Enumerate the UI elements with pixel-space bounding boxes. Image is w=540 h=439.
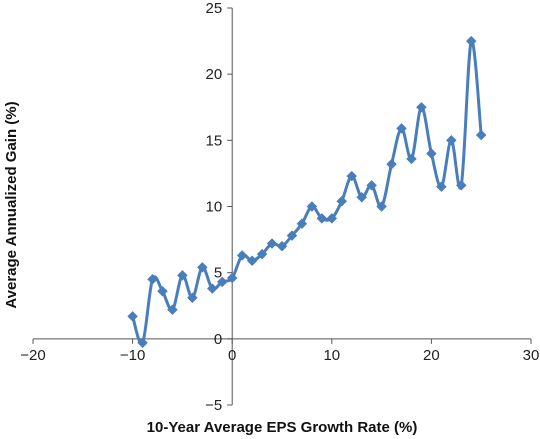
axes — [33, 8, 531, 405]
data-point — [346, 170, 358, 182]
data-point — [187, 292, 198, 304]
data-point — [376, 201, 387, 212]
y-tick-label: 10 — [206, 199, 223, 216]
data-point — [266, 238, 278, 249]
data-point — [316, 213, 328, 224]
y-tick-label: 15 — [206, 132, 223, 149]
data-point — [226, 272, 238, 284]
series-line-group — [131, 39, 483, 346]
axis-ticks: −20 −10 0 10 20 30 −5 0 5 10 15 20 25 — [20, 0, 539, 414]
x-tick-label: 0 — [228, 347, 236, 364]
y-tick-label: 25 — [206, 0, 223, 17]
x-tick-label: 30 — [523, 347, 540, 364]
data-point — [256, 248, 268, 260]
data-point — [356, 191, 368, 203]
data-point — [296, 218, 308, 230]
data-point — [436, 181, 447, 193]
x-axis-title: 10-Year Average EPS Growth Rate (%) — [147, 419, 418, 436]
data-point — [396, 123, 407, 134]
data-point — [426, 148, 437, 159]
data-point — [416, 101, 427, 113]
series-line — [131, 39, 483, 346]
data-point — [216, 276, 228, 288]
data-point — [137, 337, 148, 349]
data-point — [455, 179, 467, 191]
x-tick-label: 20 — [423, 347, 440, 364]
x-tick-label: 10 — [323, 347, 340, 364]
data-point — [196, 262, 208, 273]
x-tick-label: −20 — [20, 347, 45, 364]
data-point — [366, 179, 377, 191]
data-point — [445, 134, 457, 146]
data-point — [286, 230, 298, 241]
data-point — [406, 153, 417, 165]
data-point — [246, 255, 258, 267]
data-point — [386, 158, 397, 170]
data-point — [157, 285, 168, 297]
data-point — [206, 283, 218, 294]
data-point — [177, 269, 188, 281]
y-tick-label: 20 — [206, 66, 223, 83]
data-point — [127, 310, 138, 322]
x-tick-label: −10 — [120, 347, 145, 364]
y-tick-label: −5 — [205, 397, 222, 414]
data-point — [167, 304, 178, 316]
y-tick-label: 0 — [214, 331, 222, 348]
data-points — [127, 35, 487, 349]
data-point — [465, 35, 477, 47]
data-point — [475, 129, 487, 141]
y-axis-title: Average Annualized Gain (%) — [3, 101, 20, 308]
data-point — [306, 201, 318, 212]
data-point — [147, 273, 158, 285]
data-point — [326, 213, 338, 224]
y-tick-label: 5 — [214, 265, 222, 282]
data-point — [236, 250, 248, 261]
data-point — [276, 240, 288, 252]
data-point — [336, 195, 348, 207]
